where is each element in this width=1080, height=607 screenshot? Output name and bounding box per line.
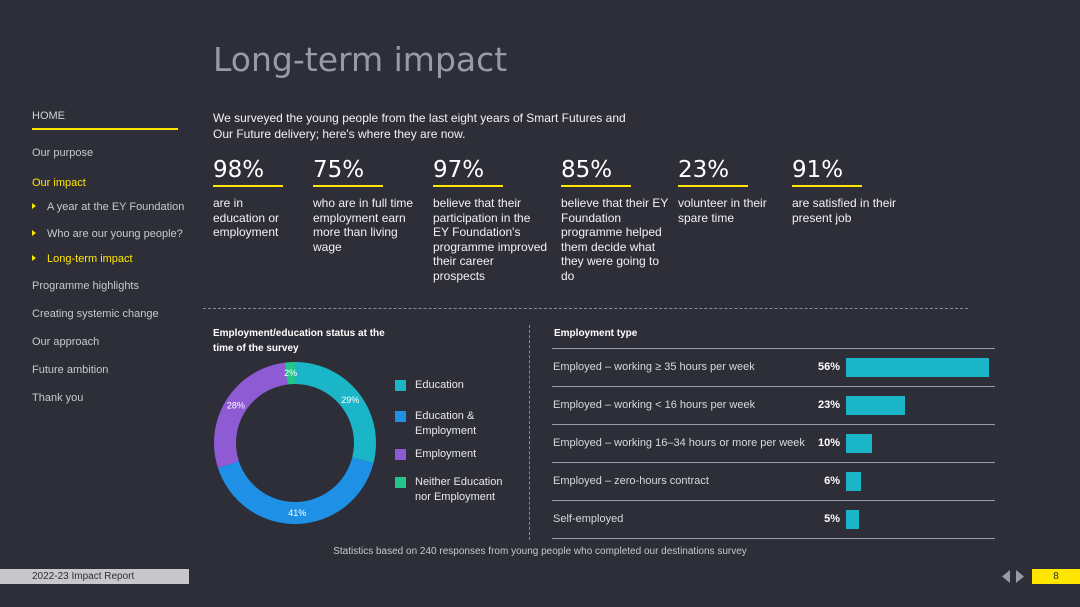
donut-slice-label: 41% — [288, 508, 306, 518]
donut-chart-title: Employment/education status at the time … — [213, 328, 385, 354]
donut-slice-label: 29% — [341, 395, 359, 405]
sidebar-item-label: Creating systemic change — [32, 308, 159, 320]
sidebar-item[interactable]: Our approach — [32, 336, 99, 348]
page-nav-arrows — [1002, 570, 1024, 583]
bar-row-separator — [552, 500, 995, 501]
sidebar-item-label: Programme highlights — [32, 280, 139, 292]
nav-home-underline — [32, 128, 178, 130]
stat-underline — [433, 185, 503, 187]
bar-row-separator — [552, 538, 995, 539]
stat-underline — [561, 185, 631, 187]
page-title: Long-term impact — [213, 40, 508, 79]
page-number: 8 — [1032, 569, 1080, 584]
sidebar-item-label: Our purpose — [32, 147, 94, 159]
bar-row-separator — [552, 348, 995, 349]
legend-swatch — [395, 380, 406, 391]
legend-label: Neither Education nor Employment — [415, 476, 503, 503]
sidebar-item-label: Thank you — [32, 392, 84, 404]
stat-description: who are in full time employment earn mor… — [313, 196, 414, 254]
intro-text: We surveyed the young people from the la… — [213, 111, 626, 141]
sidebar-item[interactable]: Our impact — [32, 177, 86, 189]
donut-slice — [214, 362, 288, 469]
legend-label: Education & Employment — [415, 410, 477, 437]
bar-value-label: 10% — [817, 437, 840, 449]
bullet-triangle-icon — [32, 255, 36, 262]
bar — [846, 472, 862, 491]
bar-category-label: Employed – zero-hours contract — [553, 475, 709, 487]
bar-category-label: Employed – working ≥ 35 hours per week — [553, 361, 755, 373]
bar-value-label: 56% — [817, 361, 840, 373]
sidebar-item-label: Our impact — [32, 177, 86, 189]
bullet-triangle-icon — [32, 203, 36, 210]
bar-value-label: 23% — [817, 399, 840, 411]
donut-slice — [284, 362, 295, 385]
donut-slice-label: 2% — [284, 368, 297, 378]
section-divider — [203, 308, 968, 309]
report-label-text: 2022-23 Impact Report — [32, 571, 135, 582]
sidebar-item[interactable]: Programme highlights — [32, 280, 139, 292]
bar — [846, 510, 859, 529]
stat-description: believe that their participation in the … — [433, 196, 548, 283]
sidebar-item-label: A year at the EY Foundation — [47, 201, 185, 213]
stat-value: 23% — [678, 157, 730, 183]
stat-description: are satisfied in their present job — [792, 196, 897, 225]
stat-underline — [313, 185, 383, 187]
donut-slice — [217, 457, 374, 524]
bar-category-label: Employed – working 16–34 hours or more p… — [553, 437, 805, 449]
sidebar-item[interactable]: A year at the EY Foundation — [32, 201, 184, 213]
donut-chart: 29% 41% 28% 2% — [214, 362, 376, 524]
sidebar-item[interactable]: Who are our young people? — [32, 228, 183, 240]
stat-value: 85% — [561, 157, 613, 183]
stat-underline — [678, 185, 748, 187]
legend-label: Employment — [415, 448, 477, 460]
bar-chart-title: Employment type — [554, 328, 638, 339]
stat-underline — [213, 185, 283, 187]
bar — [846, 358, 989, 377]
legend-swatch — [395, 411, 406, 422]
donut-slice-label: 28% — [227, 400, 245, 410]
bar — [846, 434, 872, 453]
stat-description: volunteer in their spare time — [678, 196, 767, 225]
bullet-triangle-icon — [32, 230, 36, 237]
stat-description: believe that their EY Foundation program… — [561, 196, 669, 283]
next-page-icon[interactable] — [1016, 570, 1024, 583]
bar-row-separator — [552, 386, 995, 387]
sidebar-item[interactable]: Our purpose — [32, 147, 93, 159]
bar-value-label: 6% — [824, 475, 840, 487]
bar-category-label: Employed – working < 16 hours per week — [553, 399, 756, 411]
legend-swatch — [395, 449, 406, 460]
bar-value-label: 5% — [824, 513, 840, 525]
sidebar-item[interactable]: Thank you — [32, 392, 83, 404]
stat-value: 75% — [313, 157, 365, 183]
stat-description: are in education or employment — [213, 196, 280, 239]
prev-page-icon[interactable] — [1002, 570, 1010, 583]
footnote: Statistics based on 240 responses from y… — [333, 546, 747, 557]
stat-underline — [792, 185, 862, 187]
sidebar-item-label: Our approach — [32, 336, 100, 348]
report-label: 2022-23 Impact Report — [0, 569, 189, 584]
sidebar-item[interactable]: Long-term impact — [32, 253, 133, 265]
stat-value: 97% — [433, 157, 485, 183]
donut-slice — [295, 362, 376, 464]
sidebar-item-label: Long-term impact — [47, 253, 133, 265]
sidebar-item-label: Future ambition — [32, 364, 109, 376]
legend-label: Education — [415, 379, 464, 391]
bar-category-label: Self-employed — [553, 513, 624, 525]
bar-row-separator — [552, 424, 995, 425]
sidebar-item-label: Who are our young people? — [47, 228, 183, 240]
bar — [846, 396, 905, 415]
nav-home-link[interactable]: HOME — [32, 110, 65, 122]
legend-swatch — [395, 477, 406, 488]
sidebar-item[interactable]: Future ambition — [32, 364, 108, 376]
chart-divider — [529, 325, 530, 540]
sidebar-item[interactable]: Creating systemic change — [32, 308, 159, 320]
stat-value: 98% — [213, 157, 265, 183]
stat-value: 91% — [792, 157, 844, 183]
bar-row-separator — [552, 462, 995, 463]
